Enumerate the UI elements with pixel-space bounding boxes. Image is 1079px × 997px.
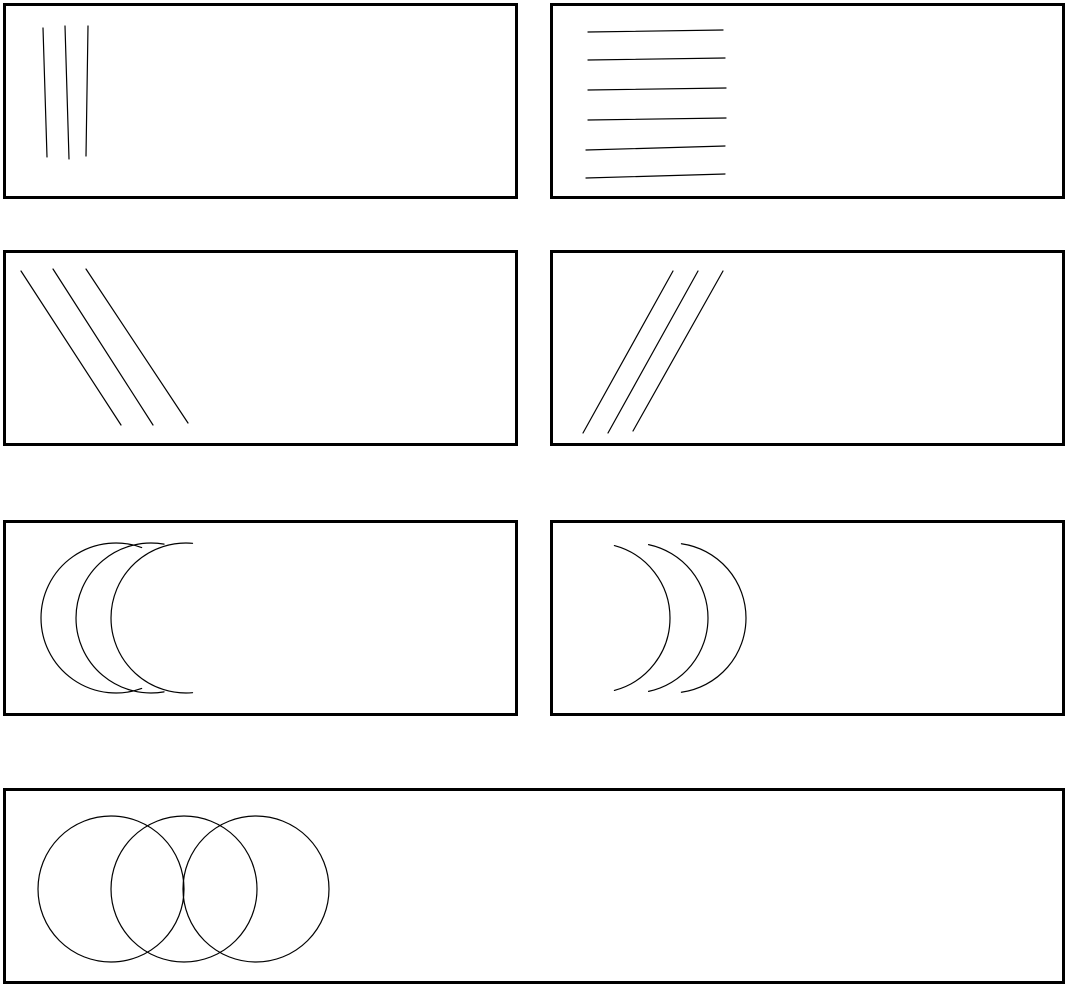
panel-arcs-left [3, 520, 518, 716]
horizontal-lines-drawing [553, 6, 1068, 202]
panel-diagonal-up-lines [550, 250, 1065, 446]
panel-diagonal-down-lines [3, 250, 518, 446]
diagonal-down-lines-drawing [6, 253, 521, 449]
vertical-lines-drawing [6, 6, 521, 202]
arcs-left-drawing [6, 523, 521, 719]
panel-horizontal-lines [550, 3, 1065, 199]
diagonal-up-lines-drawing [553, 253, 1068, 449]
panel-vertical-lines [3, 3, 518, 199]
arcs-right-drawing [553, 523, 1068, 719]
panel-circles-overlap [3, 788, 1065, 984]
panel-arcs-right [550, 520, 1065, 716]
circles-overlap-drawing [6, 791, 1068, 987]
